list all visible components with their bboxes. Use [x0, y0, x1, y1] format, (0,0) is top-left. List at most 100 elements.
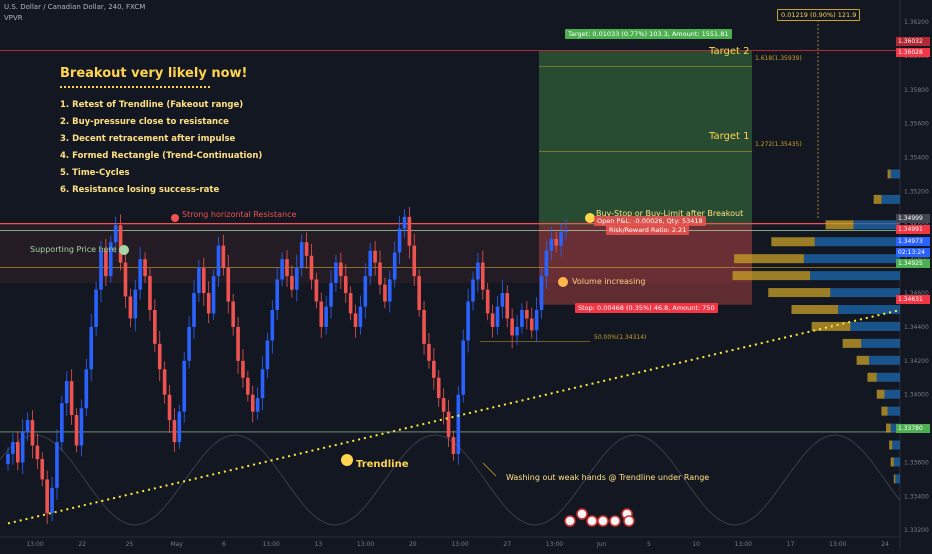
- vpvr-down-bar: [876, 389, 885, 399]
- candle-body: [294, 267, 299, 290]
- candle-body: [397, 228, 402, 253]
- open-pl-tag[interactable]: Open P&L: -0.00026, Qty: 53418: [594, 216, 706, 226]
- vpvr-down-bar: [768, 288, 831, 298]
- economic-event-marker: [597, 515, 609, 527]
- candle-body: [113, 225, 118, 243]
- vpvr-down-bar: [893, 474, 896, 484]
- candle-body: [451, 437, 456, 454]
- y-tick-label: 1.33600: [904, 459, 929, 466]
- candle-body: [383, 284, 387, 302]
- candle-body: [290, 276, 294, 290]
- vpvr-up-bar: [830, 288, 900, 298]
- economic-event-marker: [564, 515, 576, 527]
- buy-stop-marker: [585, 213, 595, 223]
- fib-1272-label: 1.272(1.35435): [755, 141, 802, 148]
- candle-body: [265, 340, 270, 370]
- vpvr-up-bar: [884, 389, 900, 399]
- risk-reward-tag[interactable]: Risk/Reward Ratio: 2.21: [606, 225, 690, 235]
- resistance-label: Strong horizontal Resistance: [182, 210, 297, 219]
- candle-body: [123, 262, 128, 297]
- x-tick-label: 13:00: [829, 541, 846, 548]
- candle-body: [476, 262, 480, 280]
- candle-body: [153, 310, 157, 344]
- x-tick-label: 20: [409, 541, 417, 548]
- price-label: 1.34925: [896, 259, 930, 268]
- candle-body: [363, 276, 368, 307]
- y-tick-label: 1.36200: [904, 19, 929, 26]
- economic-event-marker: [623, 515, 635, 527]
- economic-event-marker: [586, 515, 598, 527]
- stop-info-tag[interactable]: Stop: 0.00468 (0.35%) 46.8, Amount: 750: [575, 303, 718, 313]
- trendline-label: Trendline: [356, 459, 409, 470]
- vpvr-down-bar: [881, 406, 888, 416]
- candle-body: [221, 245, 226, 268]
- candle-body: [236, 326, 240, 361]
- candle-body: [329, 282, 333, 307]
- reason-item: 2. Buy-pressure close to resistance: [60, 117, 229, 127]
- candle-body: [74, 415, 79, 446]
- resistance-marker: [171, 214, 179, 222]
- candle-body: [368, 250, 373, 277]
- washout-pointer: [482, 462, 497, 477]
- indicator-label[interactable]: VPVR: [4, 14, 23, 22]
- reason-item: 6. Resistance losing success-rate: [60, 185, 220, 195]
- vpvr-down-bar: [873, 194, 882, 204]
- target-info-tag[interactable]: Target: 0.01033 (0.77%) 103.3, Amount: 1…: [565, 29, 732, 39]
- vpvr-down-bar: [887, 169, 891, 179]
- candle-body: [55, 442, 59, 488]
- vpvr-up-bar: [881, 194, 900, 204]
- candle-body: [309, 255, 314, 280]
- candle-body: [108, 242, 113, 277]
- trendline-marker: [341, 454, 353, 466]
- reasons-list: 1. Retest of Trendline (Fakeout range) 2…: [60, 97, 262, 199]
- reason-item: 3. Decent retracement after impulse: [60, 134, 236, 144]
- buy-stop-label: Buy-Stop or Buy-Limit after Breakout: [596, 209, 744, 218]
- candle-body: [544, 250, 549, 277]
- price-label: 1.34631: [896, 295, 930, 304]
- economic-event-marker: [576, 508, 588, 520]
- candle-body: [446, 411, 451, 438]
- y-tick-label: 1.35200: [904, 188, 929, 195]
- x-tick-label: 13: [315, 541, 323, 548]
- vpvr-up-bar: [850, 321, 900, 331]
- candle-body: [495, 306, 500, 327]
- candle-body: [471, 279, 475, 302]
- fib-050-label: 50.00%(1.34314): [594, 334, 647, 341]
- candle-body: [172, 420, 177, 443]
- vpvr-up-bar: [803, 254, 900, 264]
- candle-body: [436, 377, 441, 399]
- candle-body: [69, 381, 74, 416]
- vpvr-up-bar: [890, 169, 900, 179]
- vpvr-up-bar: [810, 271, 900, 281]
- candle-body: [94, 289, 98, 327]
- candle-body: [275, 279, 280, 311]
- countdown-label: 02:13:24: [896, 248, 930, 257]
- candle-body: [211, 276, 216, 314]
- candle-body: [285, 259, 289, 277]
- candle-body: [162, 369, 167, 395]
- candle-body: [500, 293, 505, 307]
- candle-body: [525, 310, 529, 319]
- measure-tag[interactable]: 0.01219 (0.90%) 121.9: [777, 9, 861, 21]
- x-tick-label: 24: [881, 541, 889, 548]
- x-tick-label: 6: [222, 541, 226, 548]
- vpvr-up-bar: [892, 440, 900, 450]
- candle-body: [270, 310, 275, 341]
- candle-body: [30, 420, 35, 446]
- candle-body: [510, 318, 514, 336]
- y-tick-label: 1.35600: [904, 121, 929, 128]
- candle-body: [15, 442, 20, 463]
- candle-body: [358, 306, 363, 327]
- candle-body: [432, 360, 436, 378]
- candle-body: [50, 487, 54, 514]
- candle-body: [427, 343, 431, 361]
- candle-body: [319, 301, 324, 327]
- candle-body: [133, 289, 138, 319]
- candle-body: [255, 398, 260, 412]
- vpvr-up-bar: [838, 305, 900, 315]
- candle-body: [45, 479, 49, 514]
- candle-body: [64, 381, 69, 404]
- candle-body: [299, 242, 304, 268]
